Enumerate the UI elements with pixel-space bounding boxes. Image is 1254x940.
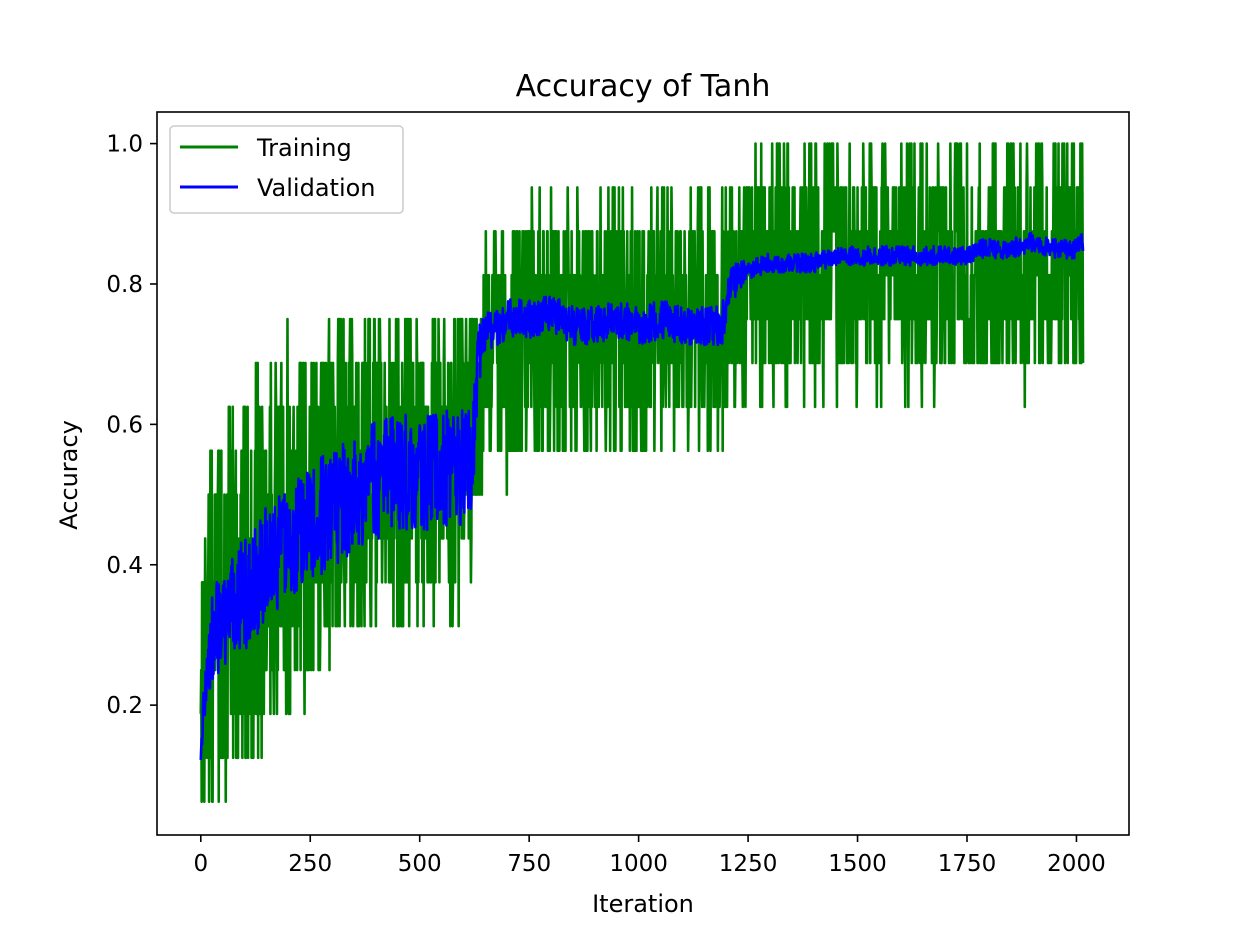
- legend-label-training: Training: [256, 134, 352, 162]
- y-tick-label: 1.0: [106, 132, 143, 158]
- x-tick-label: 2000: [1047, 851, 1106, 877]
- x-tick-label: 1250: [719, 851, 778, 877]
- x-tick-label: 750: [507, 851, 551, 877]
- y-tick-label: 0.6: [106, 412, 143, 438]
- y-tick-label: 0.8: [106, 272, 143, 298]
- x-tick-label: 1000: [609, 851, 668, 877]
- y-tick-label: 0.2: [106, 693, 143, 719]
- axes-frame: [156, 111, 1130, 836]
- series-line-validation: [199, 231, 1085, 760]
- x-tick-label: 0: [193, 851, 208, 877]
- x-axis-label: Iteration: [592, 890, 694, 918]
- x-tick-label: 500: [398, 851, 442, 877]
- x-tick-label: 1500: [828, 851, 887, 877]
- series-line-training: [199, 142, 1085, 803]
- y-axis-ticks: 0.2 0.4 0.6 0.8 1.0: [106, 132, 157, 719]
- x-tick-label: 250: [288, 851, 332, 877]
- y-tick-label: 0.4: [106, 553, 143, 579]
- series-layer: [199, 142, 1085, 803]
- y-axis-label: Accuracy: [55, 420, 83, 530]
- x-axis-ticks: 0 250 500 750 1000 1250 1500 1750 2000: [193, 835, 1106, 877]
- legend-label-validation: Validation: [257, 174, 376, 202]
- chart-title: Accuracy of Tanh: [516, 69, 771, 104]
- legend: Training Validation: [169, 125, 404, 214]
- x-tick-label: 1750: [938, 851, 997, 877]
